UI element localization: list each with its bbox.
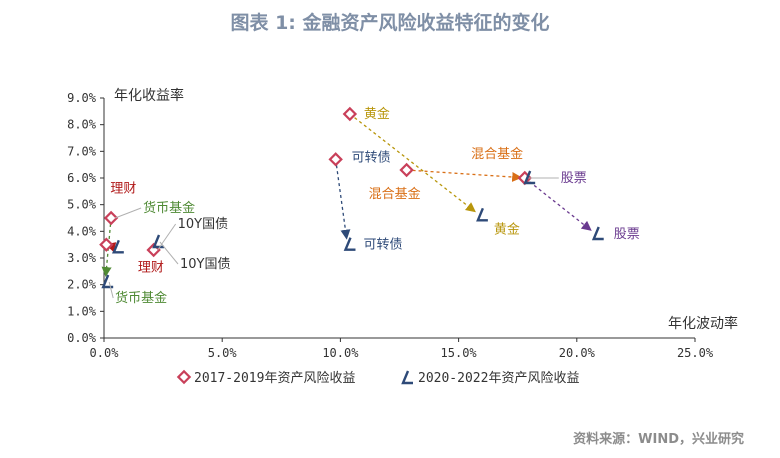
- legend-label-2020: 2020-2022年资产风险收益: [418, 371, 579, 386]
- point-2017-混合基金: [399, 162, 414, 178]
- arrow-黄金: [354, 117, 476, 213]
- legend-marker-2020: [401, 370, 413, 385]
- y-tick-label: 6.0%: [67, 171, 97, 185]
- y-tick-label: 4.0%: [67, 224, 97, 238]
- page-title: 图表 1: 金融资产风险收益特征的变化: [230, 12, 550, 34]
- x-tick-label: 25.0%: [677, 346, 714, 360]
- legend-label-2017: 2017-2019年资产风险收益: [194, 371, 355, 386]
- arrow-股票: [529, 181, 592, 231]
- data-label-2020-黄金: 黄金: [494, 221, 520, 237]
- data-label-2020-理财: 理财: [138, 260, 164, 275]
- data-label-2020-货币基金: 货币基金: [115, 290, 167, 306]
- y-axis-title: 年化收益率: [114, 87, 184, 104]
- point-2017-黄金: [342, 106, 358, 122]
- y-tick-label: 0.0%: [67, 331, 97, 345]
- y-tick-label: 9.0%: [67, 91, 97, 105]
- y-tick-label: 1.0%: [67, 304, 97, 318]
- data-label-2017-混合基金: 混合基金: [369, 186, 421, 202]
- legend-marker-2017: [176, 369, 192, 385]
- data-label-2020-股票: 股票: [614, 227, 640, 242]
- data-label-2017-理财: 理财: [110, 182, 136, 197]
- leader-line: [157, 223, 177, 251]
- x-tick-label: 5.0%: [208, 346, 238, 360]
- data-label-2020-混合基金: 混合基金: [471, 146, 523, 162]
- point-2017-可转债: [328, 152, 343, 167]
- point-2017-理财: [99, 237, 114, 252]
- data-label-2017-可转债: 可转债: [352, 150, 391, 165]
- point-2020-10Y国债: [152, 234, 165, 249]
- x-tick-label: 15.0%: [441, 346, 478, 360]
- x-tick-label: 0.0%: [90, 346, 120, 360]
- data-label-2020-可转债: 可转债: [363, 238, 402, 253]
- data-label-2017-货币基金: 货币基金: [143, 200, 195, 216]
- leader-line: [159, 241, 179, 265]
- point-2020-理财: [112, 239, 124, 254]
- arrow-可转债: [335, 165, 351, 240]
- y-tick-label: 2.0%: [67, 278, 97, 292]
- legend: 2017-2019年资产风险收益 2020-2022年资产风险收益: [176, 369, 579, 386]
- point-2020-黄金: [476, 207, 488, 222]
- data-label-2020-10Y国债: 10Y国债: [180, 257, 230, 272]
- arrow-混合基金: [412, 169, 523, 182]
- ticks: 0.0% 5.0% 10.0% 15.0% 20.0% 25.0% 0.0% 1.0% 2.0%…: [67, 91, 714, 360]
- x-tick-label: 20.0%: [559, 346, 596, 360]
- y-tick-label: 8.0%: [67, 118, 97, 132]
- source-note: 资料来源：WIND，兴业研究: [573, 432, 744, 447]
- x-tick-label: 10.0%: [322, 346, 359, 360]
- data-label-2017-10Y国债: 10Y国债: [178, 217, 228, 232]
- data-label-2017-黄金: 黄金: [364, 106, 390, 122]
- data-points: [99, 106, 604, 289]
- leader-line: [114, 207, 142, 219]
- label-leaders: [108, 177, 559, 299]
- point-2020-货币基金: [101, 274, 114, 289]
- y-tick-label: 7.0%: [67, 144, 97, 158]
- point-2017-货币基金: [103, 210, 119, 226]
- y-tick-label: 3.0%: [67, 251, 97, 265]
- data-label-2017-股票: 股票: [561, 171, 587, 186]
- y-tick-label: 5.0%: [67, 198, 97, 212]
- x-axis-title: 年化波动率: [668, 315, 738, 332]
- point-2020-可转债: [343, 237, 356, 251]
- leader-line: [108, 281, 114, 299]
- point-2020-股票: [591, 226, 604, 241]
- point-2020-混合基金: [523, 170, 536, 185]
